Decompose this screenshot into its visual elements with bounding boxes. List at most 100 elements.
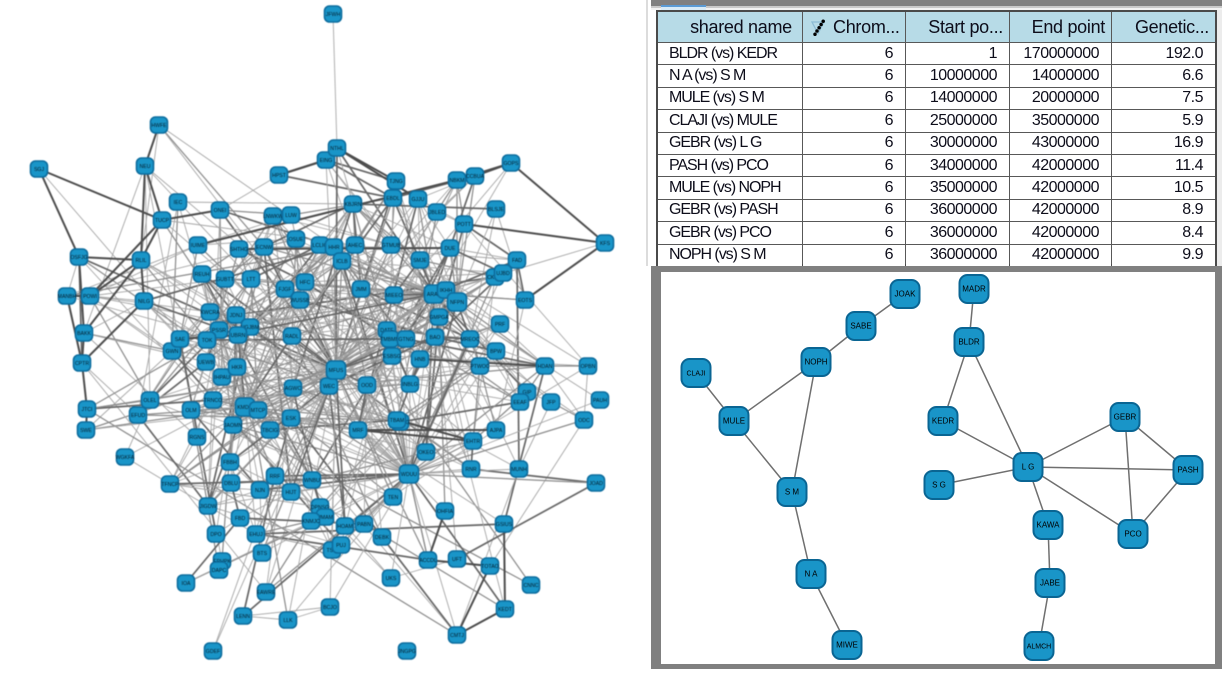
svg-text:INBLG: INBLG bbox=[402, 382, 418, 388]
svg-text:KEDR: KEDR bbox=[932, 417, 954, 426]
svg-text:RADL: RADL bbox=[285, 334, 299, 340]
svg-text:UJBD: UJBD bbox=[496, 271, 510, 277]
svg-text:EHTR: EHTR bbox=[466, 439, 480, 445]
svg-text:MIEEO: MIEEO bbox=[386, 293, 403, 299]
svg-text:NBKM: NBKM bbox=[450, 178, 465, 184]
svg-text:LLK: LLK bbox=[283, 618, 293, 624]
svg-text:S G: S G bbox=[932, 481, 946, 490]
svg-text:WGKFA: WGKFA bbox=[116, 455, 135, 461]
svg-text:TBAM: TBAM bbox=[390, 418, 404, 424]
svg-text:OHFIA: OHFIA bbox=[437, 509, 453, 515]
svg-text:GMPGA: GMPGA bbox=[429, 315, 449, 321]
svg-text:GWN: GWN bbox=[166, 349, 179, 355]
svg-text:KFS: KFS bbox=[600, 241, 611, 247]
svg-text:JMM: JMM bbox=[355, 287, 366, 293]
svg-text:FBBH: FBBH bbox=[223, 460, 237, 466]
svg-text:GDEF: GDEF bbox=[206, 649, 220, 655]
svg-text:LCLIG: LCLIG bbox=[313, 243, 328, 249]
svg-text:SHTHG: SHTHG bbox=[230, 247, 248, 253]
svg-text:CLAJI: CLAJI bbox=[686, 371, 705, 378]
svg-text:TOTAO: TOTAO bbox=[481, 564, 498, 570]
svg-text:JDNJ: JDNJ bbox=[230, 313, 243, 319]
svg-text:OSFJG: OSFJG bbox=[70, 255, 87, 261]
svg-text:IKHH: IKHH bbox=[440, 288, 453, 294]
svg-text:UEWB: UEWB bbox=[198, 360, 214, 366]
svg-text:BLSJE: BLSJE bbox=[488, 207, 504, 213]
svg-text:DBLU: DBLU bbox=[224, 481, 238, 487]
svg-text:JAOMN: JAOMN bbox=[224, 423, 242, 429]
svg-text:GSIUS: GSIUS bbox=[496, 522, 513, 528]
svg-text:HOAM: HOAM bbox=[337, 524, 353, 530]
svg-text:MULE: MULE bbox=[723, 417, 745, 426]
svg-text:UBRN: UBRN bbox=[231, 333, 246, 339]
svg-text:POWI: POWI bbox=[83, 294, 97, 300]
svg-text:HPST: HPST bbox=[272, 173, 287, 179]
svg-text:KBJRN: KBJRN bbox=[344, 202, 361, 208]
svg-text:MRF: MRF bbox=[352, 428, 363, 434]
svg-text:HWFE: HWFE bbox=[151, 123, 167, 129]
svg-text:ACCDL: ACCDL bbox=[419, 558, 437, 564]
svg-text:LTT: LTT bbox=[247, 277, 257, 283]
svg-text:HHR: HHR bbox=[328, 245, 339, 251]
svg-text:UMAM: UMAM bbox=[317, 515, 333, 521]
svg-text:JBLED: JBLED bbox=[429, 210, 445, 216]
svg-text:BCJO: BCJO bbox=[323, 605, 337, 611]
svg-text:GTMUB: GTMUB bbox=[382, 243, 401, 249]
svg-text:GEBR: GEBR bbox=[1114, 413, 1137, 422]
svg-text:LENN: LENN bbox=[236, 614, 250, 620]
svg-text:IEC: IEC bbox=[174, 200, 183, 206]
svg-text:ECNW: ECNW bbox=[256, 245, 272, 251]
svg-text:OSUE: OSUE bbox=[289, 237, 304, 243]
svg-text:LNWKW: LNWKW bbox=[263, 214, 283, 220]
svg-text:AGWC: AGWC bbox=[285, 386, 301, 392]
svg-text:KWCRA: KWCRA bbox=[200, 310, 220, 316]
svg-text:OOD: OOD bbox=[361, 383, 373, 389]
svg-text:JFWH: JFWH bbox=[326, 12, 341, 18]
svg-text:OKEO: OKEO bbox=[419, 450, 434, 456]
svg-text:CNNC: CNNC bbox=[524, 583, 539, 589]
svg-text:GUBTT: GUBTT bbox=[216, 277, 234, 283]
svg-text:TEN: TEN bbox=[388, 495, 399, 501]
svg-text:PCO: PCO bbox=[1124, 530, 1141, 539]
svg-text:DEBK: DEBK bbox=[375, 535, 390, 541]
svg-text:JIGDW: JIGDW bbox=[200, 504, 217, 510]
svg-text:HKR: HKR bbox=[232, 365, 243, 371]
svg-text:TMBMM: TMBMM bbox=[380, 337, 400, 343]
svg-text:LUW: LUW bbox=[285, 213, 297, 219]
svg-text:MADR: MADR bbox=[962, 285, 986, 294]
svg-text:TOK: TOK bbox=[202, 338, 213, 344]
svg-text:NEU: NEU bbox=[140, 164, 151, 170]
svg-text:EOTS: EOTS bbox=[518, 298, 533, 304]
svg-text:TBCIG: TBCIG bbox=[262, 428, 278, 434]
svg-text:REUH: REUH bbox=[195, 272, 210, 278]
svg-text:PASH: PASH bbox=[1177, 466, 1198, 475]
svg-text:JFP: JFP bbox=[546, 400, 556, 406]
svg-text:SAE: SAE bbox=[175, 337, 186, 343]
svg-text:ALMCH: ALMCH bbox=[1027, 644, 1052, 651]
svg-text:SGJ: SGJ bbox=[34, 167, 44, 173]
svg-text:MIWE: MIWE bbox=[836, 641, 858, 650]
svg-text:PTWOC: PTWOC bbox=[470, 364, 490, 370]
svg-text:RGNS: RGNS bbox=[190, 435, 206, 441]
svg-text:OLEL: OLEL bbox=[143, 398, 156, 404]
svg-text:NOPH: NOPH bbox=[804, 358, 827, 367]
svg-text:MTCP: MTCP bbox=[251, 408, 266, 414]
svg-text:JTCI: JTCI bbox=[82, 407, 93, 413]
svg-text:MREOC: MREOC bbox=[460, 337, 480, 343]
svg-text:KMDG: KMDG bbox=[237, 405, 253, 411]
svg-text:PSSR: PSSR bbox=[212, 328, 226, 334]
svg-text:IUIME: IUIME bbox=[191, 243, 206, 249]
svg-text:TSM: TSM bbox=[327, 548, 338, 554]
svg-text:SABE: SABE bbox=[850, 322, 871, 331]
svg-text:BAKK: BAKK bbox=[77, 331, 91, 337]
svg-text:BTS: BTS bbox=[257, 551, 268, 557]
svg-text:HDAN: HDAN bbox=[538, 364, 553, 370]
svg-text:JOAK: JOAK bbox=[895, 290, 917, 299]
svg-text:N A: N A bbox=[805, 570, 819, 579]
svg-text:GJJU: GJJU bbox=[412, 197, 425, 203]
svg-text:BPW: BPW bbox=[490, 349, 502, 355]
svg-text:S M: S M bbox=[785, 488, 800, 497]
svg-text:DPNSG: DPNSG bbox=[311, 505, 329, 511]
svg-text:GTNG: GTNG bbox=[399, 337, 414, 343]
svg-text:SWE: SWE bbox=[80, 428, 92, 434]
